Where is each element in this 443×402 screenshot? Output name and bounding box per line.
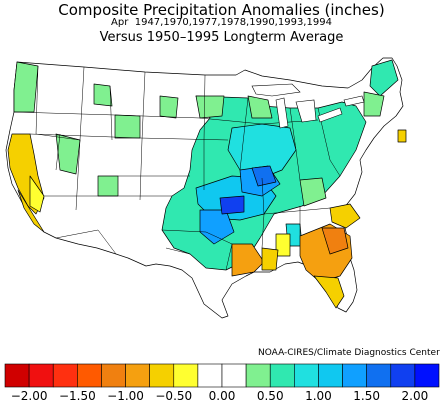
legend-tick-label: −1.50	[59, 389, 96, 402]
anomaly-region	[231, 243, 265, 277]
anomaly-region	[363, 91, 385, 117]
legend-tick-label: 2.00	[402, 389, 429, 402]
anomaly-region	[247, 95, 273, 119]
legend-tick-label: −0.50	[155, 389, 192, 402]
anomaly-region	[17, 189, 45, 233]
anomaly-region	[313, 275, 345, 309]
legend-swatch	[4, 363, 30, 388]
anomaly-region	[97, 175, 119, 197]
legend-swatch	[318, 363, 343, 388]
legend-swatch	[366, 363, 392, 388]
anomaly-region	[93, 83, 113, 107]
legend-swatch	[221, 363, 247, 388]
subtitle-year-list: 1947,1970,1977,1978,1990,1993,1994	[134, 17, 332, 28]
legend-tick-label: 0.50	[257, 389, 284, 402]
anomaly-region	[195, 95, 225, 119]
anomaly-region	[227, 123, 297, 179]
credit-label: NOAA-CIRES/Climate Diagnostics Center	[258, 348, 440, 358]
legend-tick-label: 1.00	[305, 389, 332, 402]
anomaly-region	[55, 133, 81, 175]
legend-swatch	[125, 363, 150, 388]
anomaly-region	[29, 175, 45, 213]
legend-tick-label: 1.50	[353, 389, 380, 402]
anomaly-region	[114, 114, 141, 139]
legend-swatch	[197, 363, 223, 388]
anomaly-region	[299, 177, 327, 207]
subtitle-month: Apr	[111, 17, 129, 28]
legend-swatch	[414, 363, 440, 388]
anomaly-region	[159, 95, 179, 119]
map-title: Composite Precipitation Anomalies (inche…	[58, 1, 385, 19]
great-lakes	[251, 83, 365, 129]
anomaly-region	[329, 203, 361, 229]
legend-tick-label: −2.00	[11, 389, 48, 402]
anomaly-region	[321, 227, 349, 255]
legend-swatch	[149, 363, 175, 388]
legend-tick-label: −1.00	[107, 389, 144, 402]
legend-swatch	[101, 363, 126, 388]
map-subtitle-years: Apr 1947,1970,1977,1978,1990,1993,1994	[0, 17, 443, 28]
legend-swatch	[77, 363, 102, 388]
legend-swatches	[4, 363, 440, 388]
legend-swatch	[269, 363, 295, 388]
map-baseline: Versus 1950–1995 Longterm Average	[99, 30, 344, 45]
anomaly-region	[369, 59, 399, 97]
legend-tick-label: 0.00	[209, 389, 236, 402]
anomaly-region	[275, 233, 291, 257]
anomaly-region	[219, 195, 245, 215]
legend-swatch	[390, 363, 416, 388]
anomaly-region	[251, 165, 277, 187]
color-legend: −2.00 −1.50 −1.00 −0.50 0.00 0.50 1.00 1.50 2.00	[4, 363, 440, 402]
legend-ticks: −2.00 −1.50 −1.00 −0.50 0.00 0.50 1.00 1.50 2.00	[11, 389, 429, 402]
legend-swatch	[245, 363, 271, 388]
legend-swatch	[28, 363, 54, 388]
anomaly-region	[397, 129, 407, 143]
legend-swatch	[173, 363, 199, 388]
legend-swatch	[52, 363, 78, 388]
anomaly-region	[261, 247, 279, 271]
precipitation-anomaly-map	[5, 57, 407, 319]
legend-swatch	[342, 363, 367, 388]
anomaly-region	[13, 61, 39, 113]
legend-swatch	[294, 363, 319, 388]
